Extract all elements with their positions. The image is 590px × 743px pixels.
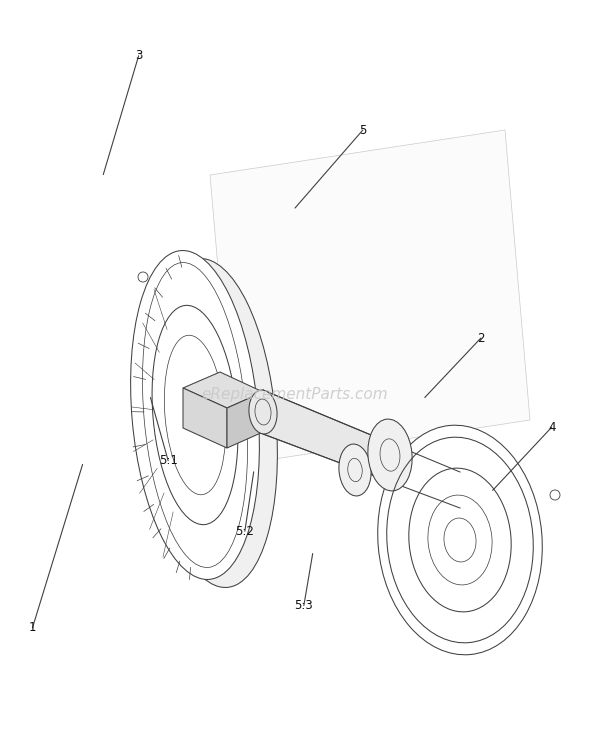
Text: eReplacementParts.com: eReplacementParts.com	[202, 388, 388, 403]
Polygon shape	[227, 392, 263, 448]
Ellipse shape	[138, 272, 148, 282]
Ellipse shape	[152, 305, 238, 525]
Text: 4: 4	[548, 421, 555, 434]
Ellipse shape	[130, 250, 260, 580]
Text: 3: 3	[135, 49, 142, 62]
Polygon shape	[210, 130, 530, 465]
Ellipse shape	[550, 490, 560, 500]
Text: 5:3: 5:3	[294, 599, 313, 612]
Ellipse shape	[339, 444, 371, 496]
Text: 2: 2	[477, 331, 484, 345]
Ellipse shape	[149, 259, 277, 588]
Polygon shape	[263, 390, 460, 508]
Ellipse shape	[249, 390, 277, 434]
Text: 1: 1	[29, 621, 36, 635]
Text: 5:2: 5:2	[235, 525, 254, 538]
Text: 5:1: 5:1	[159, 454, 178, 467]
Text: 5: 5	[359, 123, 366, 137]
Polygon shape	[183, 388, 227, 448]
Ellipse shape	[368, 419, 412, 491]
Polygon shape	[183, 372, 263, 408]
Ellipse shape	[378, 425, 542, 655]
